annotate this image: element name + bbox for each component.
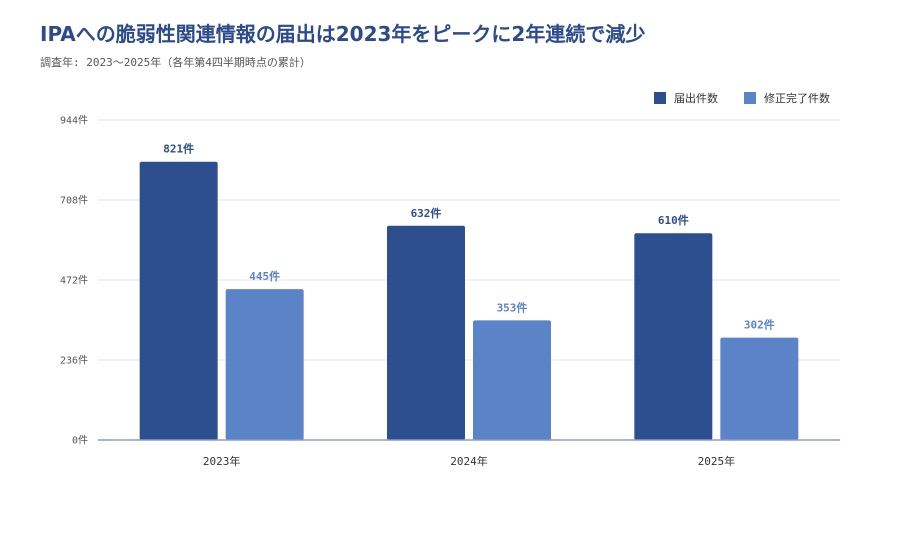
chart-legend: 届出件数 修正完了件数 bbox=[654, 90, 830, 106]
data-label: 302件 bbox=[744, 318, 775, 332]
legend-swatch-series1 bbox=[654, 92, 666, 104]
legend-item-series1: 届出件数 bbox=[654, 90, 718, 106]
chart-title: IPAへの脆弱性関連情報の届出は2023年をピークに2年連続で減少 bbox=[40, 22, 646, 46]
legend-swatch-series2 bbox=[744, 92, 756, 104]
data-label: 445件 bbox=[249, 269, 280, 283]
y-tick-label: 472件 bbox=[60, 275, 88, 287]
bar-series1 bbox=[634, 233, 713, 440]
y-tick-label: 0件 bbox=[72, 435, 88, 447]
bar-series2 bbox=[720, 337, 799, 440]
bar-series2 bbox=[473, 320, 551, 440]
legend-item-series2: 修正完了件数 bbox=[744, 90, 830, 106]
data-label: 353件 bbox=[497, 300, 528, 314]
legend-label-series1: 届出件数 bbox=[674, 92, 718, 105]
bar-series1 bbox=[387, 225, 465, 440]
y-tick-label: 236件 bbox=[60, 355, 88, 367]
data-label: 821件 bbox=[163, 142, 194, 156]
bar-series2 bbox=[225, 289, 304, 440]
x-category-label: 2024年 bbox=[450, 454, 488, 468]
legend-label-series2: 修正完了件数 bbox=[764, 92, 830, 105]
x-category-label: 2025年 bbox=[698, 454, 736, 468]
data-label: 632件 bbox=[411, 206, 442, 220]
x-category-label: 2023年 bbox=[203, 454, 241, 468]
chart-subtitle: 調査年: 2023～2025年（各年第4四半期時点の累計） bbox=[40, 56, 311, 69]
y-tick-label: 708件 bbox=[60, 195, 88, 207]
bar-series1 bbox=[139, 161, 218, 440]
data-label: 610件 bbox=[658, 213, 689, 227]
y-tick-label: 944件 bbox=[60, 115, 88, 127]
